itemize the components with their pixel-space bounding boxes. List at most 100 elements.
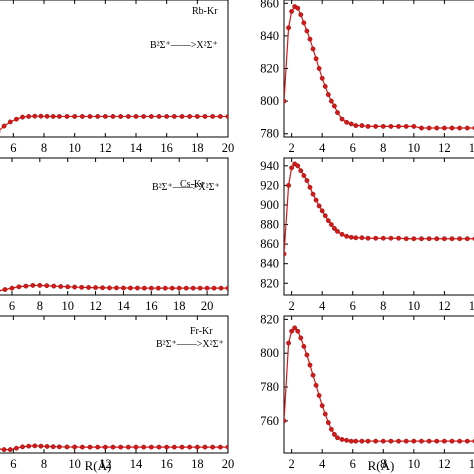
x-tick-label: 12 [99, 141, 112, 155]
data-point [125, 444, 131, 450]
data-point [353, 123, 359, 128]
system-label: Rb-Kr [192, 6, 218, 17]
series-line [284, 5, 474, 129]
x-tick-label: 8 [41, 457, 47, 471]
x-tick-label: 10 [408, 457, 421, 471]
data-point [348, 234, 354, 240]
data-point [365, 235, 371, 241]
y-tick-label: 820 [260, 276, 279, 290]
data-point [411, 236, 417, 242]
data-point [225, 114, 228, 119]
data-point [325, 92, 331, 97]
data-point [155, 285, 161, 291]
data-point [148, 285, 154, 291]
data-point [133, 114, 139, 119]
data-point [9, 285, 15, 291]
data-point [1, 447, 7, 452]
data-point [373, 438, 379, 444]
data-point [335, 435, 340, 441]
plot-frame [283, 0, 474, 138]
data-point [156, 444, 162, 450]
data-point [449, 125, 455, 131]
data-point [56, 114, 62, 119]
x-tick-label: 10 [408, 299, 421, 313]
data-point [87, 444, 93, 450]
data-point [396, 123, 401, 129]
x-axis-label: R(Å) [368, 458, 395, 473]
x-axis-label: R(Å) [85, 458, 112, 473]
data-point [1, 123, 7, 129]
data-point [319, 403, 325, 409]
data-point [211, 285, 217, 291]
data-point [32, 443, 38, 449]
data-point [295, 163, 301, 169]
y-tick-label: 940 [260, 159, 279, 173]
data-point [434, 438, 440, 444]
data-point [79, 444, 85, 450]
data-point [380, 235, 386, 241]
data-point [403, 123, 409, 129]
data-point [339, 231, 345, 237]
data-point [194, 114, 200, 119]
data-point [322, 84, 328, 89]
data-point [202, 114, 208, 119]
data-point [110, 444, 116, 450]
data-point [179, 114, 185, 119]
data-point [95, 444, 101, 450]
x-tick-label: 12 [438, 299, 451, 313]
x-tick-label: 2 [289, 141, 295, 155]
x-tick-label: 14 [130, 457, 143, 471]
data-point [64, 444, 70, 450]
x-tick-label: 6 [350, 457, 356, 471]
x-tick-label: 10 [408, 141, 421, 155]
data-point [26, 443, 32, 449]
panel-cskr-right: 2 4 6 8 10 12 14 820 840 860 880 900 920 940 [260, 157, 474, 313]
data-point [38, 443, 44, 449]
data-point [332, 103, 337, 109]
plot-frame [283, 157, 474, 296]
data-point [292, 325, 298, 331]
data-point [72, 114, 78, 119]
data-point [284, 418, 287, 424]
data-point [86, 285, 92, 290]
data-point [426, 236, 432, 242]
x-tick-label: 4 [319, 457, 326, 471]
series-line [0, 284, 228, 292]
y-tick-label: 840 [260, 29, 279, 43]
data-point [2, 287, 8, 292]
data-point [328, 426, 334, 432]
data-point [365, 123, 371, 129]
data-point [464, 125, 470, 131]
x-tick-label: 20 [222, 141, 235, 155]
x-tick-label: 6 [10, 457, 16, 471]
data-point [194, 444, 200, 450]
data-point [56, 444, 62, 450]
data-point [183, 285, 189, 291]
data-point [50, 444, 56, 450]
data-point [58, 284, 64, 289]
data-point [457, 438, 463, 444]
data-point [87, 114, 93, 119]
data-point [7, 447, 13, 452]
data-point [102, 444, 108, 450]
data-point [419, 125, 424, 131]
data-point [328, 98, 334, 104]
transition-label: B²Σ⁺——>X²Σ⁺ [150, 40, 218, 51]
data-point [344, 437, 350, 443]
data-point [396, 438, 401, 444]
data-point [179, 444, 185, 450]
data-point [307, 184, 313, 190]
data-point [284, 98, 287, 104]
data-point [301, 344, 307, 349]
data-point [44, 113, 50, 119]
data-point [23, 283, 29, 289]
data-point [298, 12, 304, 18]
system-label: Fr-Kr [190, 326, 213, 337]
data-point [171, 114, 177, 119]
data-point [148, 114, 154, 119]
y-tick-label: 800 [260, 346, 279, 360]
data-point [284, 251, 287, 257]
data-point [426, 125, 432, 131]
data-point [286, 25, 291, 31]
